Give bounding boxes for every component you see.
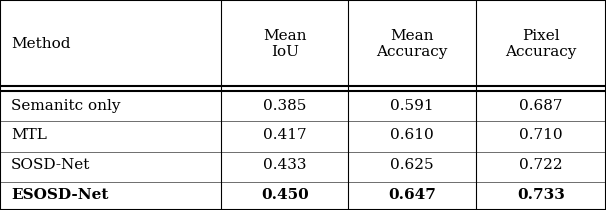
Text: 0.625: 0.625 bbox=[390, 158, 434, 172]
Text: Semanitc only: Semanitc only bbox=[11, 99, 121, 113]
Text: 0.433: 0.433 bbox=[263, 158, 307, 172]
Text: 0.687: 0.687 bbox=[519, 99, 562, 113]
Text: Method: Method bbox=[11, 37, 70, 51]
Text: Mean
IoU: Mean IoU bbox=[263, 29, 307, 59]
Text: 0.591: 0.591 bbox=[390, 99, 434, 113]
Text: 0.450: 0.450 bbox=[261, 188, 308, 202]
Text: SOSD-Net: SOSD-Net bbox=[11, 158, 90, 172]
Text: 0.385: 0.385 bbox=[263, 99, 307, 113]
Text: 0.417: 0.417 bbox=[263, 129, 307, 142]
Text: 0.610: 0.610 bbox=[390, 129, 434, 142]
Text: 0.647: 0.647 bbox=[388, 188, 436, 202]
Text: Pixel
Accuracy: Pixel Accuracy bbox=[505, 29, 576, 59]
Text: Mean
Accuracy: Mean Accuracy bbox=[376, 29, 448, 59]
Text: 0.733: 0.733 bbox=[517, 188, 565, 202]
Text: ESOSD-Net: ESOSD-Net bbox=[11, 188, 108, 202]
Text: 0.710: 0.710 bbox=[519, 129, 562, 142]
Text: MTL: MTL bbox=[11, 129, 47, 142]
Text: 0.722: 0.722 bbox=[519, 158, 562, 172]
